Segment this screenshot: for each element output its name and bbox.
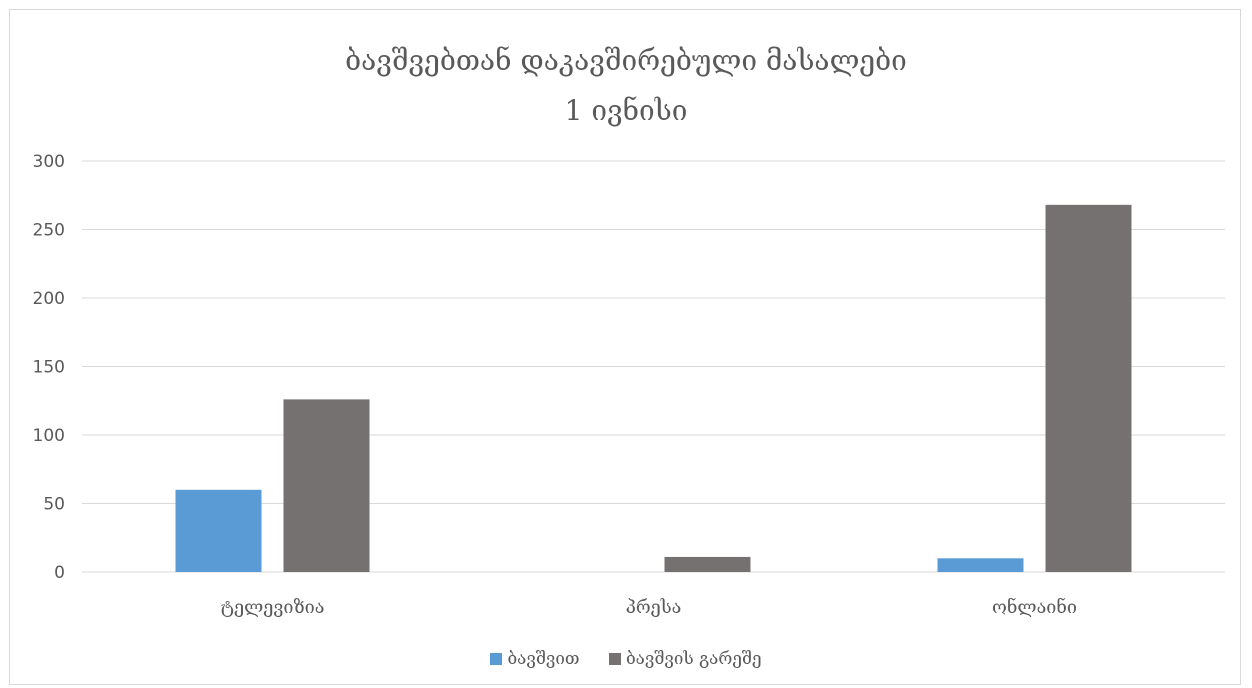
legend: ბავშვით ბავშვის გარეშე xyxy=(0,649,1252,670)
chart-subtitle: 1 ივნისი xyxy=(564,94,688,127)
legend-swatch-series-1 xyxy=(608,653,621,665)
y-axis-ticks: 0 50 100 150 200 250 300 xyxy=(33,152,65,583)
bar-series-0-category-2 xyxy=(937,558,1024,572)
bar-series-0-category-0 xyxy=(175,489,262,572)
y-tick-label: 150 xyxy=(33,358,65,378)
bar-series-1-category-1 xyxy=(664,556,751,572)
legend-label-series-1: ბავშვის გარეშე xyxy=(625,649,762,669)
chart-title-block: ბავშვებთან დაკავშირებული მასალები 1 ივნი… xyxy=(0,36,1252,136)
y-tick-label: 100 xyxy=(33,426,65,446)
legend-item-series-1: ბავშვის გარეშე xyxy=(608,649,762,669)
legend-label-series-0: ბავშვით xyxy=(507,649,580,669)
x-axis-categories: ტელევიზია პრესა ონლაინი xyxy=(221,596,1077,618)
chart-title: ბავშვებთან დაკავშირებული მასალები xyxy=(345,44,907,77)
x-category-label: ონლაინი xyxy=(992,596,1077,618)
legend-swatch-series-0 xyxy=(490,653,503,665)
x-category-label: პრესა xyxy=(626,597,682,618)
x-category-label: ტელევიზია xyxy=(221,597,325,618)
y-tick-label: 250 xyxy=(33,221,65,241)
legend-item-series-0: ბავშვით xyxy=(490,649,580,669)
y-tick-label: 200 xyxy=(33,289,65,309)
bar-series-1-category-2 xyxy=(1045,204,1132,572)
gridlines xyxy=(82,160,1225,573)
y-tick-label: 300 xyxy=(33,152,65,172)
bar-series-1-category-0 xyxy=(283,399,370,572)
bars xyxy=(175,204,1132,572)
y-tick-label: 50 xyxy=(43,495,65,515)
y-tick-label: 0 xyxy=(54,563,65,583)
